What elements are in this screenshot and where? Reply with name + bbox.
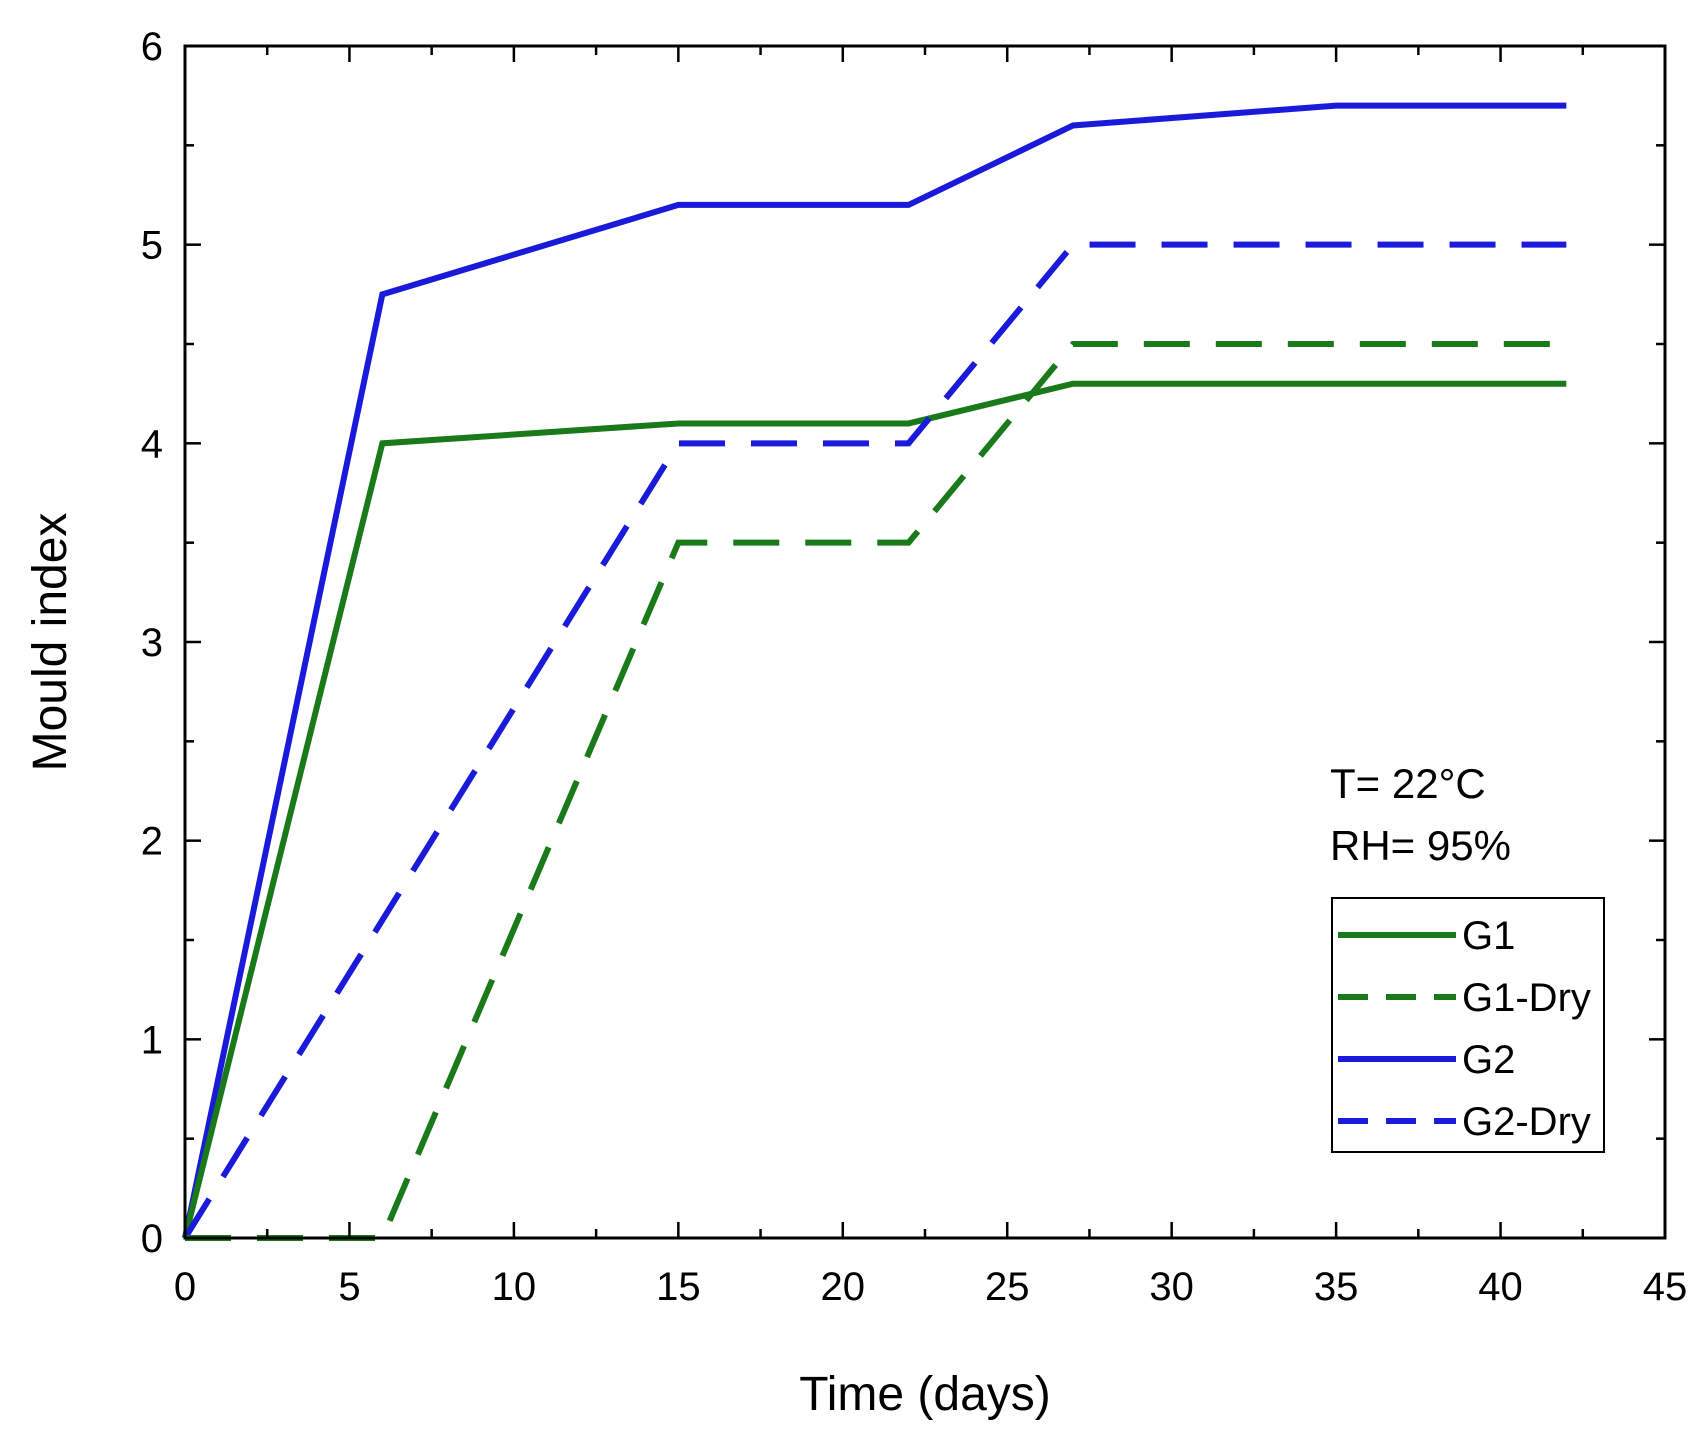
legend-box [1331,897,1605,1153]
y-tick-label: 2 [141,820,163,864]
y-tick-label: 1 [141,1018,163,1062]
series-line-g1 [182,380,1567,1239]
x-tick-label: 10 [492,1265,537,1309]
x-tick-label: 20 [821,1265,866,1309]
series-line-g2 [182,102,1567,1239]
x-tick-label: 25 [985,1265,1030,1309]
x-tick-label: 35 [1314,1265,1359,1309]
x-tick-label: 0 [174,1265,196,1309]
series-line-g2-dry [182,241,1567,1240]
x-axis-title: Time (days) [799,1368,1051,1421]
x-tick-label: 45 [1643,1265,1688,1309]
x-tick-label: 30 [1149,1265,1194,1309]
y-axis-title: Mould index [24,513,77,772]
y-tick-label: 0 [141,1217,163,1261]
legend: G1 G1-Dry G2 G2-Dry [1331,897,1605,1153]
legend-label-g2: G2 [1462,1038,1515,1082]
x-tick-label: 5 [338,1265,360,1309]
x-tick-label: 15 [656,1265,701,1309]
y-tick-label: 4 [141,422,163,466]
x-tick-label: 40 [1478,1265,1523,1309]
annotation-humidity: RH= 95% [1330,822,1511,869]
legend-label-g1-dry: G1-Dry [1462,976,1591,1020]
annotation-temperature: T= 22°C [1330,760,1486,807]
legend-label-g1: G1 [1462,914,1515,958]
legend-label-g2-dry: G2-Dry [1462,1100,1591,1144]
y-tick-label: 6 [141,25,163,69]
y-tick-label: 5 [141,224,163,268]
y-tick-label: 3 [141,621,163,665]
